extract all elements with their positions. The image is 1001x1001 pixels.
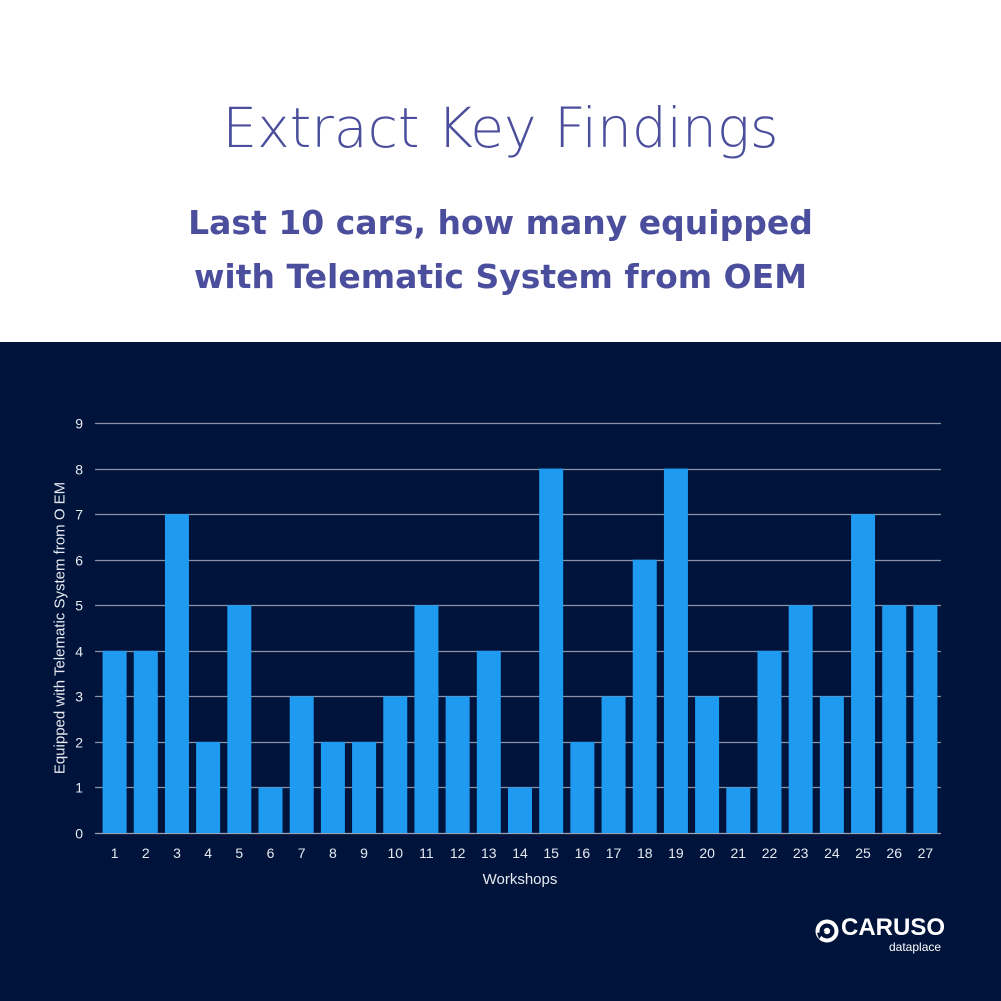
y-tick-label: 0 [75, 826, 83, 842]
bar [102, 650, 127, 833]
y-tick-label: 9 [75, 416, 83, 432]
bar [757, 650, 782, 833]
caruso-logo-icon [815, 919, 839, 943]
bar [632, 559, 657, 833]
x-tick-label: 18 [637, 845, 653, 861]
x-tick-label: 13 [481, 845, 497, 861]
y-tick-label: 2 [75, 735, 83, 751]
bar [819, 696, 844, 833]
bar [383, 696, 408, 833]
header: Extract Key Findings Last 10 cars, how m… [0, 0, 1001, 342]
x-tick-label: 17 [606, 845, 622, 861]
bar [289, 696, 314, 833]
bar [164, 514, 189, 833]
x-tick-label: 3 [173, 845, 181, 861]
x-axis-ticks: 1 2 3 4 5 6 7 8 9 10 11 12 13 14 15 16 17 18 19 20 21 22 23 24 2… [111, 845, 934, 861]
bar [851, 514, 876, 833]
chart-subtitle: Last 10 cars, how many equipped with Tel… [0, 196, 1001, 304]
y-tick-label: 5 [75, 598, 83, 614]
bar [788, 605, 813, 833]
x-tick-label: 20 [699, 845, 715, 861]
y-axis-ticks: 0 1 2 3 4 5 6 7 8 9 [75, 416, 83, 842]
y-tick-label: 8 [75, 462, 83, 478]
bar [133, 650, 158, 833]
caruso-logo: CARUSO dataplace [815, 914, 955, 957]
bar [882, 605, 907, 833]
x-tick-label: 27 [918, 845, 934, 861]
x-tick-label: 8 [329, 845, 337, 861]
x-tick-label: 10 [387, 845, 403, 861]
bar [476, 650, 501, 833]
x-axis-label: Workshops [482, 871, 558, 888]
x-tick-label: 11 [419, 845, 434, 861]
bar [601, 696, 626, 833]
x-tick-label: 16 [575, 845, 591, 861]
x-tick-label: 12 [450, 845, 466, 861]
x-tick-label: 23 [793, 845, 809, 861]
logo-tagline: dataplace [889, 940, 942, 954]
logo-wordmark: CARUSO [841, 914, 946, 941]
gridlines [95, 422, 941, 835]
bar [726, 787, 751, 833]
bar [913, 605, 938, 833]
bar [663, 468, 688, 833]
x-tick-label: 6 [267, 845, 275, 861]
bar [196, 741, 221, 833]
x-tick-label: 22 [762, 845, 778, 861]
bar [320, 741, 345, 833]
x-tick-label: 19 [668, 845, 684, 861]
y-tick-label: 3 [75, 689, 83, 705]
x-tick-label: 1 [111, 845, 119, 861]
bars [102, 468, 938, 833]
x-tick-label: 7 [298, 845, 306, 861]
x-tick-label: 25 [855, 845, 871, 861]
bar [539, 468, 564, 833]
y-tick-label: 6 [75, 553, 83, 569]
bar [414, 605, 439, 833]
x-tick-label: 5 [235, 845, 243, 861]
subtitle-line-2: with Telematic System from OEM [193, 257, 808, 296]
x-tick-label: 21 [731, 845, 747, 861]
y-tick-label: 1 [75, 780, 83, 796]
x-tick-label: 24 [824, 845, 840, 861]
bar [227, 605, 252, 833]
page-title: Extract Key Findings [222, 96, 779, 160]
y-axis-label: Equipped with Telematic System from O EM [51, 481, 69, 775]
bar [258, 787, 283, 833]
x-tick-label: 26 [886, 845, 902, 861]
y-tick-label: 7 [75, 507, 83, 523]
x-tick-label: 4 [204, 845, 212, 861]
bar [570, 741, 595, 833]
x-tick-label: 15 [543, 845, 559, 861]
x-tick-label: 2 [142, 845, 150, 861]
subtitle-line-1: Last 10 cars, how many equipped [188, 203, 813, 242]
x-tick-label: 14 [512, 845, 528, 861]
bar [695, 696, 720, 833]
bar [352, 741, 377, 833]
bar [507, 787, 533, 833]
bar [445, 696, 470, 833]
y-tick-label: 4 [75, 644, 83, 660]
x-tick-label: 9 [360, 845, 368, 861]
